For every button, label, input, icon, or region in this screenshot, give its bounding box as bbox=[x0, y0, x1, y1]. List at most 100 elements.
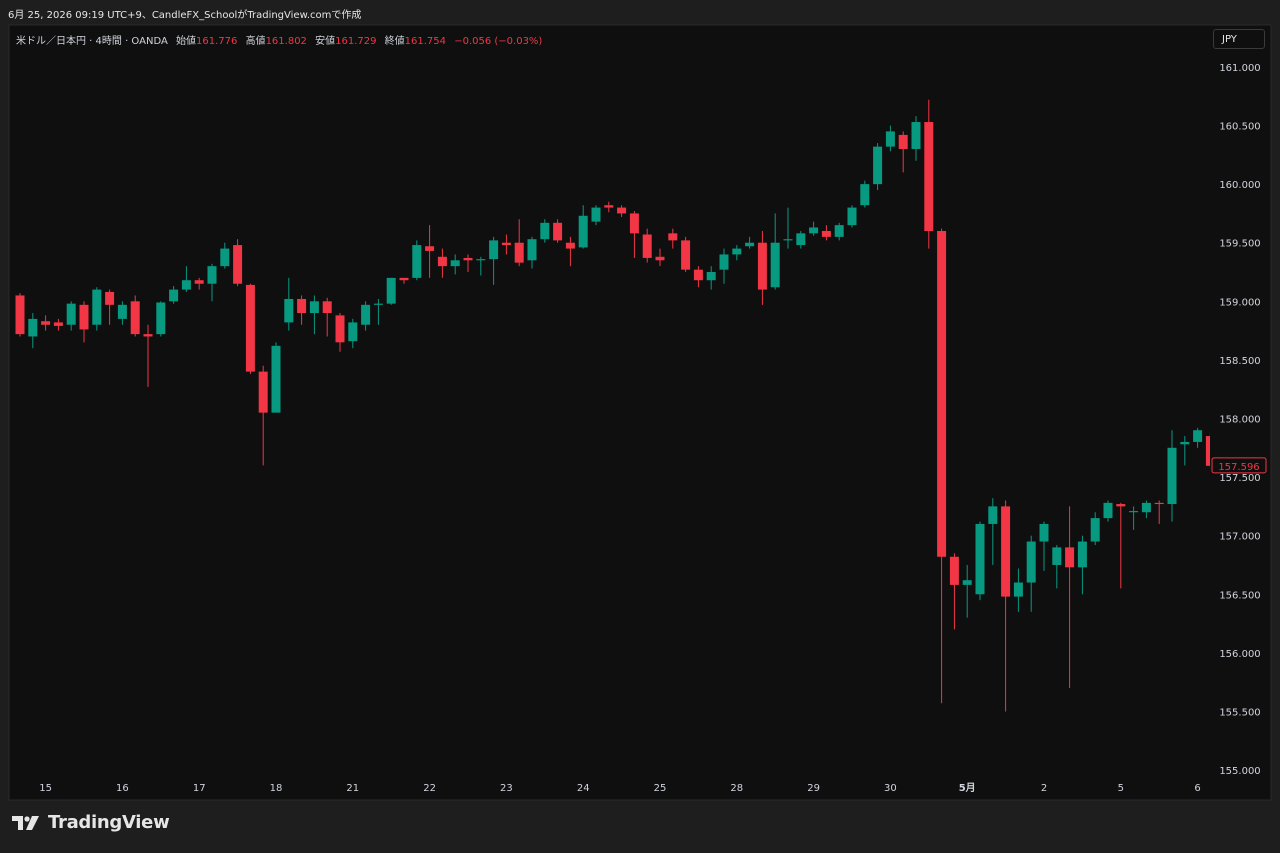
candle-body bbox=[617, 207, 627, 214]
close-value: 161.754 bbox=[404, 36, 447, 47]
candle-body bbox=[1116, 504, 1126, 507]
currency-button[interactable]: JPY bbox=[1213, 29, 1265, 49]
candle-body bbox=[1026, 541, 1036, 583]
candle-body bbox=[668, 233, 678, 241]
candle-body bbox=[361, 304, 371, 325]
candle-body bbox=[143, 334, 153, 337]
close-label: 終値 bbox=[384, 36, 405, 47]
candle-body bbox=[527, 239, 537, 261]
candle-body bbox=[156, 302, 166, 335]
candle-body bbox=[937, 231, 947, 557]
candle-body bbox=[834, 225, 844, 237]
candle-body bbox=[988, 506, 998, 524]
open-value: 161.776 bbox=[196, 36, 238, 47]
candle-body bbox=[271, 345, 281, 413]
y-tick-label: 157.000 bbox=[1219, 532, 1260, 543]
candle-body bbox=[1180, 441, 1190, 445]
candle-body bbox=[629, 213, 639, 234]
candle-body bbox=[655, 256, 665, 261]
candle-body bbox=[821, 231, 831, 237]
legend: 米ドル／日本円 · 4時間 · OANDA 始値161.776 高値161.80… bbox=[16, 32, 542, 47]
candle-body bbox=[924, 122, 934, 232]
candle-body bbox=[79, 304, 89, 330]
top-bar: 6月 25, 2026 09:19 UTC+9、CandleFX_Schoolが… bbox=[0, 0, 1280, 25]
y-tick-label: 160.500 bbox=[1219, 122, 1260, 133]
candle-body bbox=[245, 284, 255, 372]
candle-body bbox=[514, 242, 524, 263]
candle-body bbox=[604, 205, 614, 208]
candle-body bbox=[809, 227, 819, 234]
candle-body bbox=[1013, 582, 1023, 597]
candle-body bbox=[28, 318, 38, 337]
candles bbox=[15, 99, 1210, 712]
change-value: −0.056 (−0.03%) bbox=[454, 36, 543, 47]
candle-body bbox=[476, 259, 486, 261]
x-tick-label: 22 bbox=[423, 783, 436, 794]
candle-body bbox=[169, 289, 179, 302]
candle-body bbox=[501, 242, 511, 246]
candle-body bbox=[425, 246, 435, 251]
x-tick-label: 25 bbox=[654, 783, 667, 794]
candle-body bbox=[309, 301, 319, 314]
candle-body bbox=[1129, 511, 1139, 513]
x-tick-label: 17 bbox=[193, 783, 206, 794]
candle-body bbox=[847, 207, 857, 226]
y-tick-label: 158.500 bbox=[1219, 356, 1260, 367]
candle-body bbox=[565, 242, 575, 249]
candle-body bbox=[796, 233, 806, 246]
symbol: 米ドル／日本円 · 4時間 · OANDA bbox=[16, 36, 168, 47]
candle-body bbox=[53, 322, 63, 326]
brand: TradingView bbox=[12, 812, 170, 833]
candle-body bbox=[489, 240, 499, 260]
candle-body bbox=[194, 280, 204, 284]
candle-body bbox=[207, 266, 217, 284]
candle-body bbox=[962, 580, 972, 585]
candle-body bbox=[1077, 541, 1087, 568]
candle-body bbox=[412, 245, 422, 278]
candle-body bbox=[860, 184, 870, 206]
candle-body bbox=[1039, 523, 1049, 542]
candle-body bbox=[1193, 430, 1203, 442]
candle-body bbox=[578, 215, 588, 248]
candle-body bbox=[130, 301, 140, 335]
candle-body bbox=[949, 556, 959, 585]
candle-body bbox=[1052, 547, 1062, 565]
candle-body bbox=[1001, 506, 1011, 597]
x-tick-label: 5 bbox=[1118, 783, 1124, 794]
y-tick-label: 155.500 bbox=[1219, 707, 1260, 718]
candle-body bbox=[745, 242, 755, 247]
open-label: 始値 bbox=[176, 36, 197, 47]
y-tick-label: 156.500 bbox=[1219, 590, 1260, 601]
candle-body bbox=[450, 260, 460, 267]
last-price-label: 157.596 bbox=[1218, 462, 1259, 473]
candle-body bbox=[770, 242, 780, 288]
high-value: 161.802 bbox=[265, 36, 307, 47]
candle-body bbox=[463, 257, 473, 261]
y-tick-label: 155.000 bbox=[1219, 766, 1260, 777]
candle-body bbox=[757, 242, 767, 290]
candle-body bbox=[642, 234, 652, 258]
high-label: 高値 bbox=[245, 36, 266, 47]
brand-logo bbox=[12, 815, 39, 830]
low-value: 161.729 bbox=[335, 36, 377, 47]
candle-body bbox=[898, 134, 908, 149]
x-tick-label: 28 bbox=[730, 783, 743, 794]
x-tick-label: 29 bbox=[807, 783, 820, 794]
candle-body bbox=[1065, 547, 1075, 568]
x-tick-label: 15 bbox=[39, 783, 52, 794]
candle-body bbox=[1103, 502, 1113, 519]
candle-body bbox=[437, 256, 447, 267]
candle-body bbox=[885, 131, 895, 147]
candle-body bbox=[681, 240, 691, 270]
candle-body bbox=[1167, 447, 1177, 505]
candle-body bbox=[399, 277, 409, 281]
candle-body bbox=[719, 254, 729, 270]
brand-name: TradingView bbox=[48, 812, 170, 833]
candle-body bbox=[911, 122, 921, 149]
candle-body bbox=[322, 301, 332, 314]
candle-body bbox=[66, 303, 76, 325]
candle-body bbox=[15, 295, 25, 335]
candle-body bbox=[783, 239, 793, 241]
candle-body bbox=[181, 280, 191, 290]
